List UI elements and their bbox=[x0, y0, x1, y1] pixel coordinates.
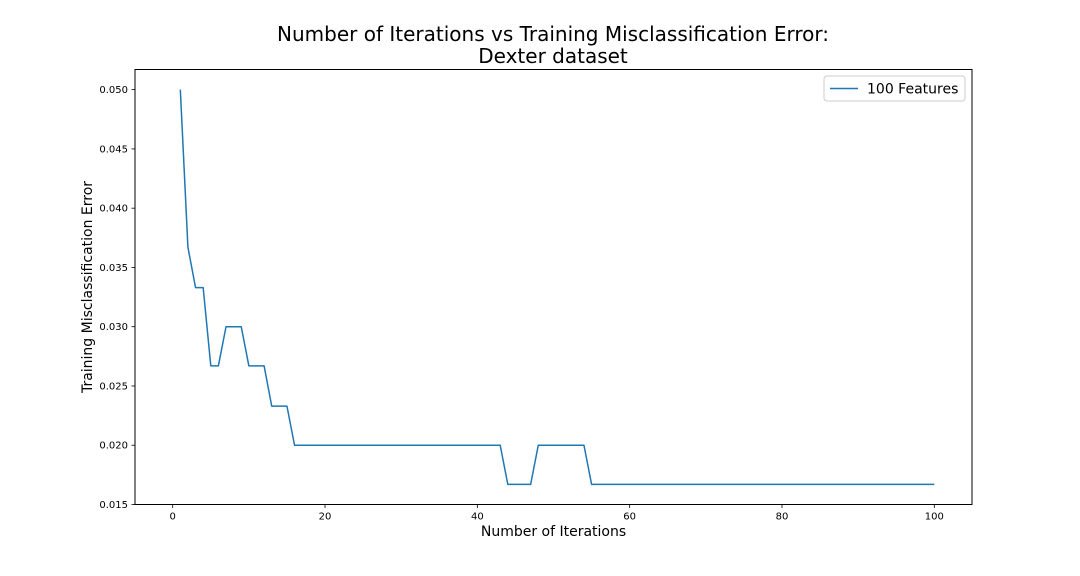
series-line-100-features bbox=[179, 89, 935, 486]
y-tick-label: 0.045 bbox=[99, 144, 128, 155]
x-tick-label: 0 bbox=[170, 512, 176, 523]
x-axis-label: Number of Iterations bbox=[481, 524, 626, 540]
legend-label-100-features: 100 Features bbox=[867, 82, 958, 98]
x-tick-label: 80 bbox=[776, 512, 789, 523]
x-tick-label: 20 bbox=[319, 512, 332, 523]
y-tick-label: 0.035 bbox=[99, 263, 128, 274]
plot-frame bbox=[134, 69, 973, 505]
plot-area bbox=[179, 89, 935, 486]
y-tick-label: 0.015 bbox=[99, 500, 128, 511]
x-tick-label: 40 bbox=[471, 512, 484, 523]
y-tick-label: 0.050 bbox=[99, 85, 128, 96]
axis-ticks: 0 20 40 60 80 100 0.015 0.020 0.025 0.030 0.035 0.0… bbox=[99, 85, 943, 522]
chart-title-line-2: Dexter dataset bbox=[478, 44, 628, 68]
legend-box bbox=[823, 75, 966, 102]
y-tick-label: 0.020 bbox=[99, 441, 128, 452]
legend: 100 Features bbox=[823, 75, 966, 102]
y-axis-label: Training Misclassification Error bbox=[80, 181, 96, 394]
y-tick-label: 0.030 bbox=[99, 322, 128, 333]
chart-title-line-1: Number of Iterations vs Training Misclas… bbox=[277, 22, 829, 46]
y-tick-label: 0.040 bbox=[99, 204, 128, 215]
x-tick-label: 100 bbox=[925, 512, 944, 523]
y-tick-label: 0.025 bbox=[99, 381, 128, 392]
x-tick-label: 60 bbox=[623, 512, 636, 523]
